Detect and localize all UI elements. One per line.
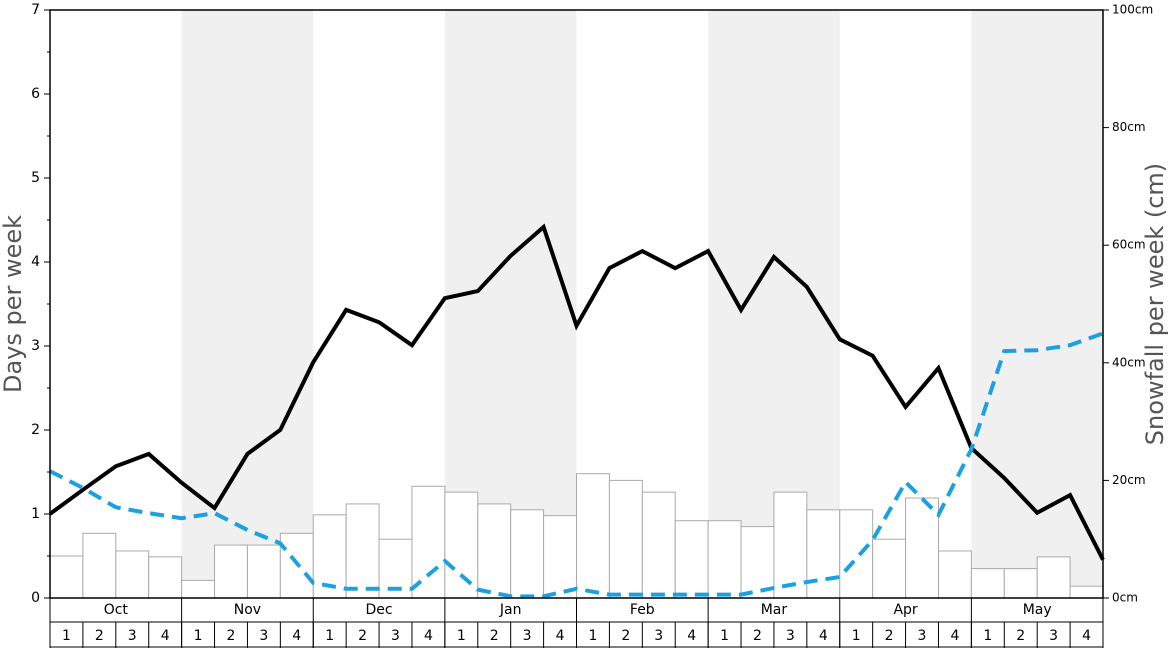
x-tick-label: 3 [654, 628, 663, 644]
x-tick-label: 4 [161, 628, 170, 644]
bar [576, 473, 610, 599]
y-tick-label: 0 [31, 590, 40, 606]
month-label: Feb [630, 602, 655, 618]
y-tick-label: 2 [31, 422, 40, 438]
y2-tick-label: 40cm [1112, 355, 1146, 369]
bar [674, 520, 709, 599]
x-tick-label: 4 [819, 628, 828, 644]
x-tick-label: 1 [983, 628, 992, 644]
month-label: May [1023, 602, 1052, 618]
y2-tick-label: 0cm [1112, 591, 1138, 605]
bar [214, 544, 248, 599]
x-tick-label: 2 [95, 628, 104, 644]
y-tick-label: 4 [31, 254, 40, 270]
bar [872, 538, 907, 599]
y-tick-label: 3 [31, 338, 40, 354]
x-tick-label: 3 [786, 628, 795, 644]
y2-tick-label: 20cm [1112, 473, 1146, 487]
x-tick-label: 2 [227, 628, 236, 644]
month-label: Mar [761, 602, 788, 618]
month-label: Oct [104, 602, 129, 618]
month-label: Jan [499, 602, 522, 618]
x-tick-label: 3 [391, 628, 400, 644]
bar [937, 550, 972, 599]
x-tick-label: 2 [621, 628, 630, 644]
month-label: Apr [893, 602, 917, 618]
x-tick-label: 1 [194, 628, 203, 644]
x-tick-label: 3 [259, 628, 268, 644]
bar [444, 491, 479, 599]
x-tick-label: 2 [358, 628, 367, 644]
month-label: Nov [234, 602, 261, 618]
bar [543, 515, 577, 599]
x-tick-label: 4 [950, 628, 959, 644]
x-tick-label: 3 [128, 628, 137, 644]
bar [345, 503, 380, 599]
bar [707, 520, 742, 599]
bar [115, 550, 150, 599]
x-tick-label: 2 [885, 628, 894, 644]
month-shade [181, 10, 314, 598]
x-tick-label: 2 [1016, 628, 1025, 644]
bar [1069, 585, 1104, 599]
bar [740, 526, 775, 599]
bar [970, 568, 1005, 599]
bar [411, 485, 446, 599]
bar [477, 503, 512, 599]
x-tick-label: 1 [720, 628, 729, 644]
x-tick-label: 2 [753, 628, 762, 644]
line [49, 331, 1104, 599]
x-tick-label: 4 [292, 628, 301, 644]
x-tick-label: 4 [556, 628, 565, 644]
y2-tick-label: 100cm [1112, 3, 1153, 17]
x-tick-label: 1 [62, 628, 71, 644]
bar [148, 556, 183, 599]
month-shade [971, 10, 1103, 598]
bar [773, 491, 808, 599]
x-tick-label: 4 [1082, 628, 1091, 644]
month-label: Dec [366, 602, 393, 618]
x-tick-label: 1 [588, 628, 597, 644]
x-tick-label: 3 [523, 628, 532, 644]
x-tick-label: 4 [424, 628, 433, 644]
x-tick-label: 1 [325, 628, 334, 644]
x-tick-label: 4 [687, 628, 696, 644]
y2-axis-title: Snowfall per week (cm) [1141, 163, 1168, 445]
bar [82, 532, 117, 599]
line [48, 223, 1105, 561]
x-tick-label: 1 [457, 628, 466, 644]
bar [839, 509, 874, 599]
bar [905, 497, 939, 599]
x-tick-label: 2 [490, 628, 499, 644]
bar [1036, 556, 1071, 599]
y2-tick-label: 80cm [1112, 120, 1146, 134]
x-tick-label: 3 [1049, 628, 1058, 644]
bar [806, 509, 841, 599]
y2-tick-label: 60cm [1112, 238, 1146, 252]
bar [1003, 568, 1038, 599]
bar [246, 544, 281, 599]
bar [510, 509, 545, 599]
x-tick-label: 3 [918, 628, 927, 644]
bar [641, 491, 676, 599]
y-tick-label: 1 [31, 506, 40, 522]
x-tick-label: 1 [852, 628, 861, 644]
y-tick-label: 7 [31, 2, 40, 18]
bar [181, 579, 216, 599]
bar [49, 555, 84, 599]
y-axis-title: Days per week [0, 215, 27, 393]
y-tick-label: 5 [31, 170, 40, 186]
y-tick-label: 6 [31, 86, 40, 102]
bar [608, 479, 643, 599]
